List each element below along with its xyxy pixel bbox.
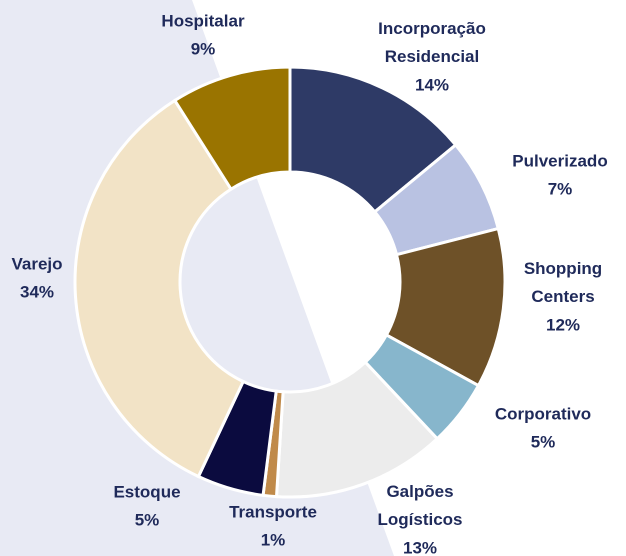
donut-segment <box>73 98 246 479</box>
category-label: Estoque <box>113 482 180 501</box>
value-label: 1% <box>261 530 286 549</box>
value-label: 13% <box>403 538 437 556</box>
category-label: Hospitalar <box>161 11 245 30</box>
value-label: 5% <box>531 432 556 451</box>
value-label: 7% <box>548 179 573 198</box>
donut-segment <box>172 65 292 192</box>
value-label: 14% <box>415 75 449 94</box>
category-label: Incorporação Residencial <box>378 19 486 66</box>
category-label: Transporte <box>229 502 317 521</box>
category-label: Varejo <box>11 254 62 273</box>
value-label: 34% <box>20 282 54 301</box>
category-label: Pulverizado <box>512 151 607 170</box>
category-label: Shopping Centers <box>524 259 602 306</box>
value-label: 12% <box>546 315 580 334</box>
category-label: Corporativo <box>495 404 591 423</box>
value-label: 9% <box>191 39 216 58</box>
value-label: 5% <box>135 510 160 529</box>
category-label: Galpões Logísticos <box>377 482 462 529</box>
